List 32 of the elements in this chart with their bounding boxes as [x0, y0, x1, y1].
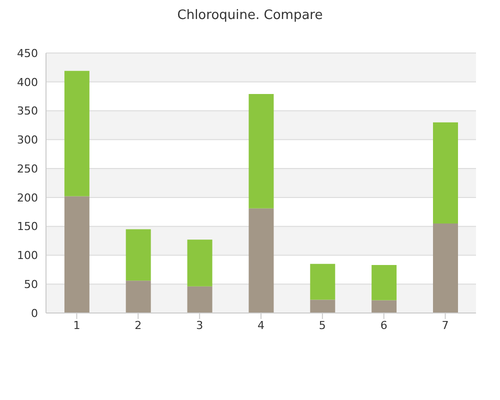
x-tick-label: 1: [73, 318, 80, 332]
bar: [248, 208, 274, 313]
y-tick-label: 400: [17, 76, 38, 89]
y-tick-label: 250: [17, 162, 38, 176]
y-tick-label: 300: [17, 134, 38, 147]
bar: [187, 286, 212, 313]
bar: [433, 223, 458, 313]
x-tick-label: 4: [258, 318, 264, 332]
bar: [187, 240, 212, 286]
bar: [126, 229, 151, 281]
bar: [126, 280, 151, 313]
x-tick-label: 5: [318, 318, 326, 332]
bar: [64, 196, 90, 313]
bar: [433, 122, 458, 224]
y-tick-label: 350: [17, 104, 38, 118]
x-tick-label: 6: [380, 318, 388, 332]
y-tick-label: 200: [17, 191, 38, 204]
bar: [372, 300, 397, 313]
bar: [372, 265, 397, 300]
bar: [310, 300, 336, 313]
bar: [310, 264, 336, 300]
bar: [248, 94, 274, 208]
y-tick-label: 50: [24, 278, 38, 292]
y-tick-label: 150: [17, 220, 38, 234]
x-tick-label: 3: [196, 318, 204, 332]
y-tick-label: 0: [31, 306, 38, 320]
y-tick-label: 100: [17, 249, 38, 262]
chart-title: Chloroquine. Compare: [176, 8, 324, 23]
y-tick-label: 450: [17, 46, 38, 60]
x-tick-label: 2: [134, 318, 142, 332]
x-tick-label: 7: [442, 318, 449, 332]
bar: [64, 70, 90, 196]
